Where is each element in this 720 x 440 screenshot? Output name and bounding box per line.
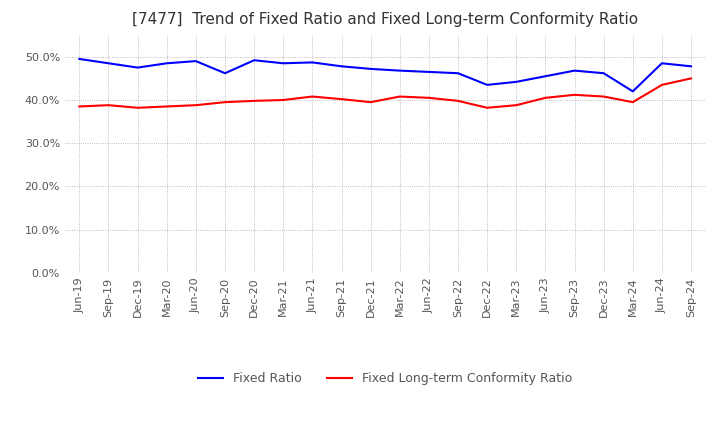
Fixed Long-term Conformity Ratio <box>541 95 550 100</box>
Fixed Long-term Conformity Ratio <box>454 98 462 103</box>
Fixed Long-term Conformity Ratio <box>687 76 696 81</box>
Fixed Long-term Conformity Ratio <box>570 92 579 97</box>
Fixed Ratio <box>454 70 462 76</box>
Title: [7477]  Trend of Fixed Ratio and Fixed Long-term Conformity Ratio: [7477] Trend of Fixed Ratio and Fixed Lo… <box>132 12 638 27</box>
Fixed Ratio <box>220 70 229 76</box>
Fixed Ratio <box>279 61 287 66</box>
Fixed Ratio <box>599 70 608 76</box>
Fixed Ratio <box>250 58 258 63</box>
Fixed Ratio <box>483 82 492 88</box>
Line: Fixed Long-term Conformity Ratio: Fixed Long-term Conformity Ratio <box>79 78 691 108</box>
Fixed Ratio <box>308 60 317 65</box>
Fixed Ratio <box>687 64 696 69</box>
Fixed Ratio <box>366 66 375 72</box>
Fixed Ratio <box>425 69 433 74</box>
Fixed Ratio <box>570 68 579 73</box>
Fixed Ratio <box>133 65 142 70</box>
Fixed Long-term Conformity Ratio <box>425 95 433 100</box>
Fixed Ratio <box>657 61 666 66</box>
Fixed Long-term Conformity Ratio <box>133 105 142 110</box>
Fixed Long-term Conformity Ratio <box>279 97 287 103</box>
Fixed Long-term Conformity Ratio <box>629 99 637 105</box>
Fixed Long-term Conformity Ratio <box>483 105 492 110</box>
Fixed Long-term Conformity Ratio <box>192 103 200 108</box>
Fixed Long-term Conformity Ratio <box>337 96 346 102</box>
Fixed Ratio <box>629 89 637 94</box>
Fixed Long-term Conformity Ratio <box>163 104 171 109</box>
Fixed Ratio <box>395 68 404 73</box>
Fixed Long-term Conformity Ratio <box>250 98 258 103</box>
Fixed Long-term Conformity Ratio <box>308 94 317 99</box>
Legend: Fixed Ratio, Fixed Long-term Conformity Ratio: Fixed Ratio, Fixed Long-term Conformity … <box>193 367 577 390</box>
Fixed Long-term Conformity Ratio <box>395 94 404 99</box>
Fixed Ratio <box>75 56 84 62</box>
Fixed Long-term Conformity Ratio <box>657 82 666 88</box>
Fixed Long-term Conformity Ratio <box>104 103 113 108</box>
Fixed Ratio <box>104 61 113 66</box>
Fixed Long-term Conformity Ratio <box>220 99 229 105</box>
Fixed Long-term Conformity Ratio <box>366 99 375 105</box>
Fixed Long-term Conformity Ratio <box>512 103 521 108</box>
Fixed Ratio <box>163 61 171 66</box>
Line: Fixed Ratio: Fixed Ratio <box>79 59 691 92</box>
Fixed Ratio <box>512 79 521 84</box>
Fixed Long-term Conformity Ratio <box>75 104 84 109</box>
Fixed Long-term Conformity Ratio <box>599 94 608 99</box>
Fixed Ratio <box>541 73 550 79</box>
Fixed Ratio <box>192 59 200 64</box>
Fixed Ratio <box>337 64 346 69</box>
